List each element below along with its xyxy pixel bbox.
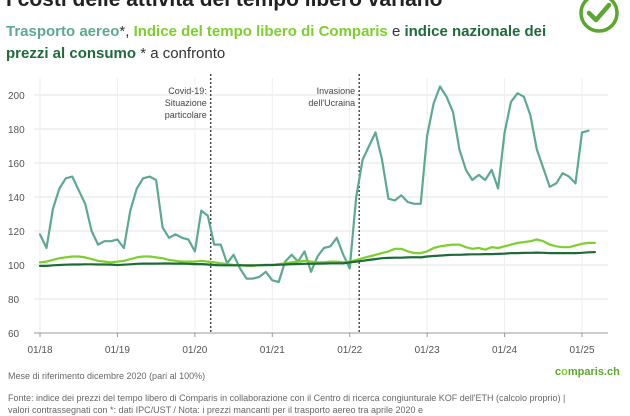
x-tick-label: 01/21 (260, 345, 285, 356)
brand-suffix: mparis.ch (567, 366, 620, 378)
x-tick-label: 01/22 (337, 345, 362, 356)
chart-subtitle: Trasporto aereo*, Indice del tempo liber… (6, 21, 566, 65)
reference-note: Mese di riferimento dicembre 2020 (pari … (8, 371, 206, 381)
x-tick-label: 01/20 (182, 345, 207, 356)
event-marker-label: Situazione (165, 98, 207, 108)
subtitle-separator: e (387, 23, 405, 40)
subtitle-comparis: Indice del tempo libero di Comparis (133, 23, 388, 40)
series-line (38, 238, 596, 267)
series-line (38, 251, 596, 267)
x-tick-label: 01/18 (27, 345, 52, 356)
y-tick-label: 200 (8, 91, 25, 102)
event-marker-label: particolare (165, 110, 207, 120)
source-note: Fonte: indice dei prezzi del tempo liber… (8, 393, 566, 415)
y-tick-label: 120 (8, 227, 25, 238)
x-tick-label: 01/19 (105, 345, 130, 356)
brand-prefix: c (555, 366, 562, 378)
check-circle-icon (579, 0, 619, 33)
brand-o: o (561, 366, 568, 378)
page-title: I costi delle attività del tempo libero … (6, 0, 442, 12)
y-tick-label: 180 (8, 125, 25, 136)
y-tick-label: 140 (8, 193, 25, 204)
x-tick-label: 01/24 (492, 345, 517, 356)
y-tick-label: 60 (8, 329, 20, 340)
event-marker-label: Invasione (317, 86, 356, 96)
y-tick-label: 80 (8, 295, 20, 306)
subtitle-cpi: indice nazionale dei prezzi al consumo (6, 23, 547, 62)
x-tick-label: 01/23 (415, 345, 440, 356)
y-tick-label: 160 (8, 159, 25, 170)
subtitle-tail: * a confronto (136, 45, 226, 62)
subtitle-airfare: Trasporto aereo (6, 23, 120, 40)
event-marker-label: Covid-19: (168, 86, 207, 96)
event-marker-label: dell'Ucraina (308, 98, 355, 108)
subtitle-separator: *, (119, 23, 134, 40)
x-tick-label: 01/25 (569, 345, 594, 356)
y-tick-label: 100 (8, 261, 25, 272)
brand-logo: comparis.ch (555, 366, 620, 378)
